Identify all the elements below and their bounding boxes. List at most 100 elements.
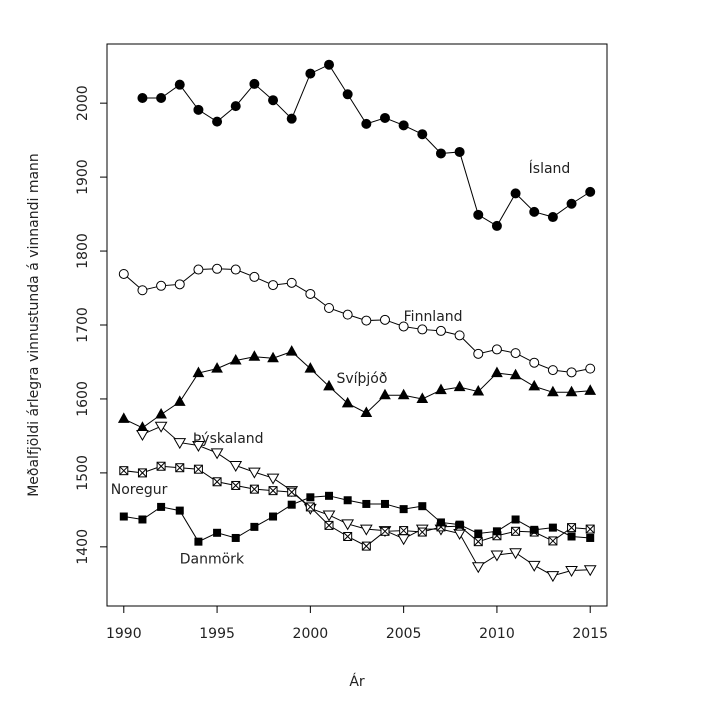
data-point [511,515,520,524]
plot-frame [106,43,608,607]
data-point [304,362,317,373]
data-point [305,502,315,512]
data-point [342,89,353,100]
data-point [193,264,204,275]
data-point [173,438,187,450]
data-point [286,277,297,288]
x-tick-label: 2005 [386,626,422,642]
data-point [510,348,521,359]
x-tick-label: 2015 [572,626,608,642]
data-point [174,279,185,290]
data-point [173,395,186,406]
data-point [250,522,259,531]
data-point [435,325,446,336]
data-point [567,532,576,541]
data-point [511,526,521,536]
data-point [175,463,185,473]
data-point [324,302,335,313]
data-point [362,499,371,508]
data-point [583,565,597,577]
data-point [156,461,166,471]
data-point [194,537,203,546]
data-point [136,429,149,441]
data-point [192,366,205,378]
data-point [585,186,596,197]
data-point [586,533,595,542]
data-point [548,536,558,546]
data-point [510,188,521,199]
data-point [229,353,242,365]
data-point [157,502,166,511]
data-point [528,379,541,391]
data-point [359,524,373,536]
x-tick-label: 2010 [479,626,515,642]
data-point [380,499,389,508]
data-point [472,385,485,396]
data-point [231,533,240,542]
series-line [123,495,591,543]
data-point [416,392,429,403]
series-line [123,351,591,429]
data-point [399,526,409,536]
data-point [435,148,446,159]
data-point [398,120,409,131]
data-point [473,348,484,359]
data-point [361,315,372,326]
data-point [379,314,390,325]
data-point [137,468,147,478]
y-tick-label: 1800 [75,233,91,269]
data-point [156,280,167,291]
data-point [269,512,278,521]
data-point [212,263,223,274]
data-point [567,523,577,533]
data-point [322,510,336,522]
data-point [119,466,129,476]
x-tick-label: 1990 [106,626,142,642]
data-point [454,146,465,157]
data-point [229,461,243,472]
data-point [418,502,427,511]
data-point [436,518,445,527]
y-tick-label: 1500 [75,455,91,491]
data-point [174,79,185,90]
data-point [548,523,557,532]
data-point [212,116,223,127]
data-point [454,330,465,341]
series-line [142,64,591,227]
data-point [137,92,148,103]
data-point [249,78,260,89]
data-point [213,528,222,537]
data-point [193,104,204,115]
data-point [137,285,148,296]
data-point [399,505,408,514]
data-point [435,383,447,395]
data-point [380,526,390,536]
x-axis-title: Ár [349,673,365,690]
series-line [123,268,591,373]
y-tick-label: 1600 [75,381,91,417]
data-point [248,350,261,361]
data-point [490,550,504,562]
series-label: Noregur [111,482,168,498]
y-tick-label: 2000 [75,85,91,121]
data-point [268,95,279,106]
data-point [397,534,411,546]
y-tick-label: 1700 [75,307,91,343]
series-label: Þýskaland [193,431,264,447]
data-point [453,380,466,392]
data-point [546,571,560,583]
data-point [473,537,483,547]
data-point [231,480,241,490]
data-point [248,467,261,479]
data-point [471,562,485,574]
data-point [323,379,335,391]
data-point [417,324,428,335]
data-point [455,520,464,529]
data-point [379,112,390,123]
data-point [565,385,578,397]
data-point [509,548,522,560]
data-point [361,541,371,551]
data-point [509,368,522,380]
data-point [325,491,334,500]
